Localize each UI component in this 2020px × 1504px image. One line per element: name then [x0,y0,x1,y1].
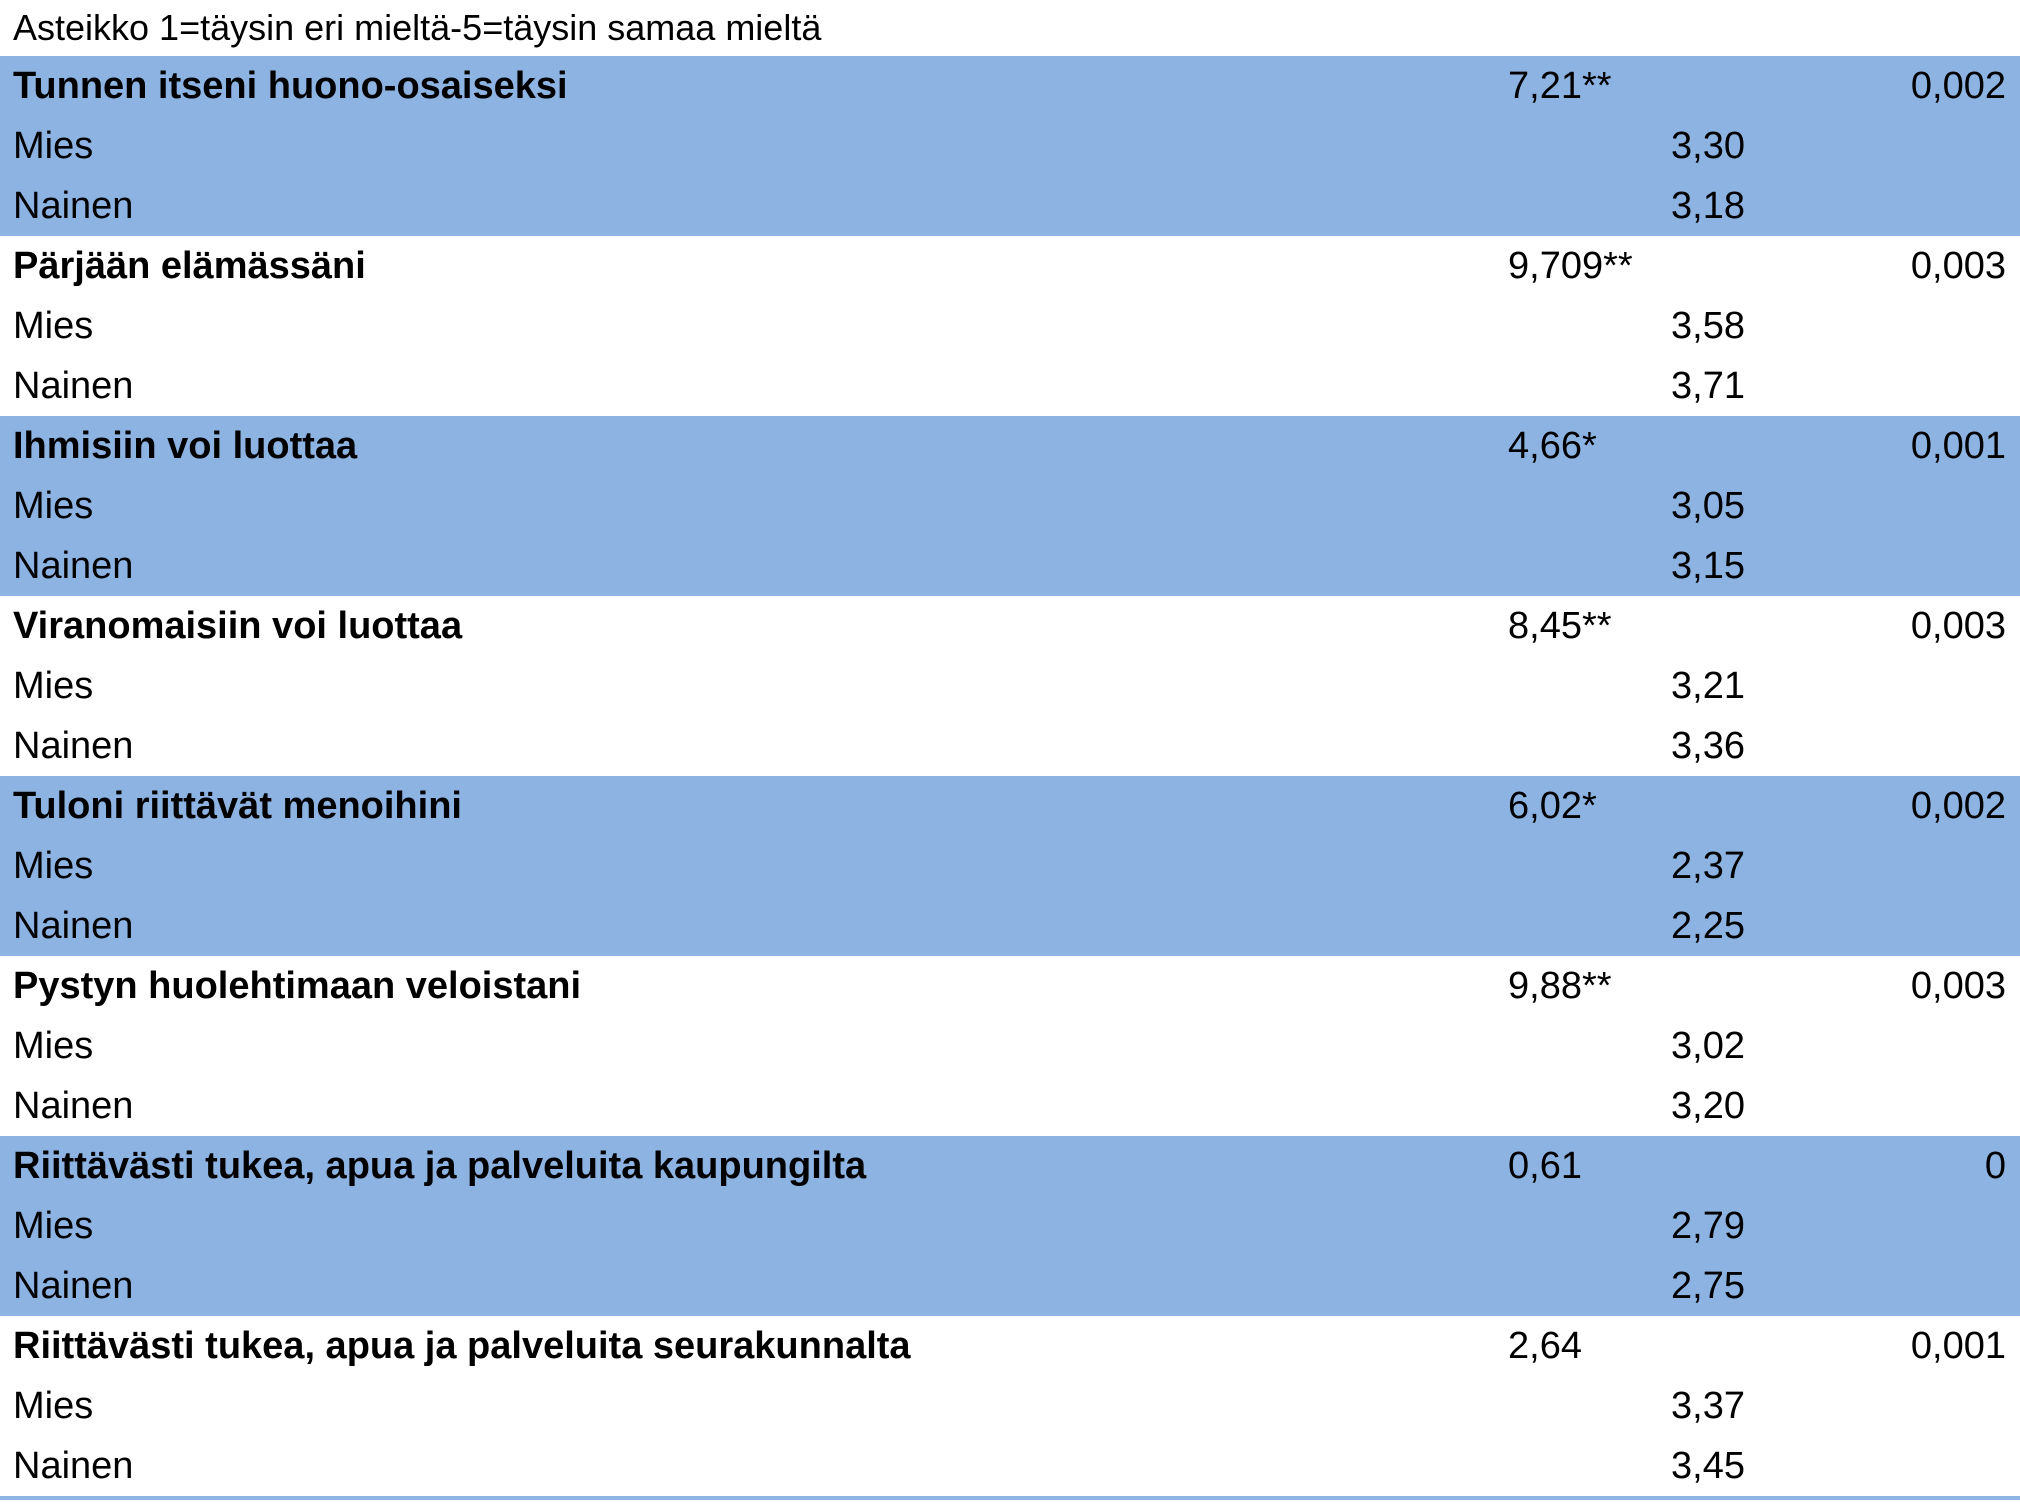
f-value: 7,21** [1508,65,1612,107]
gender-row: Nainen 3,71 [0,356,2020,416]
gender-label: Nainen [13,725,134,767]
gender-row: Nainen 3,36 [0,716,2020,776]
mean-value: 3,36 [1671,725,1745,767]
mean-value: 3,58 [1671,305,1745,347]
gender-label: Mies [13,665,94,707]
item-group: Viranomaisiin voi luottaa 8,45** 0,003 M… [0,596,2020,776]
gender-label: Mies [13,485,94,527]
item-header-row: Tunnen itseni huono-osaiseksi 7,21** 0,0… [0,56,2020,116]
mean-value: 3,21 [1671,665,1745,707]
gender-label: Nainen [13,905,134,947]
item-group: Ihmisiin voi luottaa 4,66* 0,001 Mies 3,… [0,416,2020,596]
item-label: Riittävästi tukea, apua ja palveluita se… [13,1325,911,1367]
gender-label: Mies [13,1025,94,1067]
gender-label: Nainen [13,365,134,407]
item-label: Tuloni riittävät menoihini [13,785,462,827]
gender-label: Nainen [13,545,134,587]
p-value: 0,001 [1910,1325,2006,1367]
gender-label: Nainen [13,1445,134,1487]
item-label: Riittävästi tukea, apua ja palveluita ka… [13,1145,867,1187]
gender-row: Nainen 3,20 [0,1076,2020,1136]
mean-value: 3,20 [1671,1085,1745,1127]
gender-label: Mies [13,1205,94,1247]
mean-value: 3,05 [1671,485,1745,527]
mean-value: 3,30 [1671,125,1745,167]
mean-value: 3,18 [1671,185,1745,227]
mean-value: 3,02 [1671,1025,1745,1067]
item-group: Pystyn huolehtimaan veloistani 9,88** 0,… [0,956,2020,1136]
mean-value: 2,75 [1671,1265,1745,1307]
gender-row: Mies 3,05 [0,476,2020,536]
gender-row: Mies 2,79 [0,1196,2020,1256]
p-value: 0,003 [1910,605,2006,647]
gender-row: Nainen 2,25 [0,896,2020,956]
item-label: Pystyn huolehtimaan veloistani [13,965,582,1007]
p-value: 0 [1984,1145,2006,1187]
item-header-row: Ihmisiin voi luottaa 4,66* 0,001 [0,416,2020,476]
p-value: 0,003 [1910,245,2006,287]
mean-value: 2,25 [1671,905,1745,947]
p-value: 0,003 [1910,965,2006,1007]
gender-row: Mies 3,02 [0,1016,2020,1076]
item-header-row: Pystyn huolehtimaan veloistani 9,88** 0,… [0,956,2020,1016]
gender-row: Nainen 3,45 [0,1436,2020,1496]
gender-label: Mies [13,845,94,887]
f-value: 6,02* [1508,785,1597,827]
item-group: Riittävästi tukea, apua ja palveluita ka… [0,1136,2020,1316]
f-value: 0,61 [1508,1145,1582,1187]
gender-label: Nainen [13,1265,134,1307]
gender-row: Nainen 2,75 [0,1256,2020,1316]
gender-label: Mies [13,125,94,167]
gender-label: Nainen [13,185,134,227]
f-value: 9,709** [1508,245,1633,287]
mean-value: 3,37 [1671,1385,1745,1427]
item-group: Tunnen itseni huono-osaiseksi 7,21** 0,0… [0,56,2020,236]
gender-row: Mies 3,37 [0,1376,2020,1436]
scale-caption: Asteikko 1=täysin eri mieltä-5=täysin sa… [13,7,822,48]
item-group: Riittävästi tukea, apua ja palveluita se… [0,1316,2020,1496]
mean-value: 3,71 [1671,365,1745,407]
item-label: Ihmisiin voi luottaa [13,425,358,467]
item-group: Tuloni riittävät menoihini 6,02* 0,002 M… [0,776,2020,956]
item-label: Viranomaisiin voi luottaa [13,605,463,647]
item-header-row: Tuloni riittävät menoihini 6,02* 0,002 [0,776,2020,836]
gender-row: Mies 3,21 [0,656,2020,716]
item-header-row: Riittävästi tukea, apua ja palveluita ka… [0,1136,2020,1196]
mean-value: 3,15 [1671,545,1745,587]
item-header-row: Pärjään elämässäni 9,709** 0,003 [0,236,2020,296]
f-value: 9,88** [1508,965,1612,1007]
p-value: 0,002 [1910,785,2006,827]
f-value: 8,45** [1508,605,1612,647]
bottom-border [0,1496,2020,1500]
mean-value: 2,37 [1671,845,1745,887]
mean-value: 3,45 [1671,1445,1745,1487]
item-label: Pärjään elämässäni [13,245,366,287]
p-value: 0,001 [1910,425,2006,467]
p-value: 0,002 [1910,65,2006,107]
gender-label: Nainen [13,1085,134,1127]
gender-row: Nainen 3,18 [0,176,2020,236]
item-label: Tunnen itseni huono-osaiseksi [13,65,568,107]
gender-row: Mies 3,58 [0,296,2020,356]
f-value: 4,66* [1508,425,1597,467]
item-group: Pärjään elämässäni 9,709** 0,003 Mies 3,… [0,236,2020,416]
gender-row: Nainen 3,15 [0,536,2020,596]
mean-value: 2,79 [1671,1205,1745,1247]
item-header-row: Viranomaisiin voi luottaa 8,45** 0,003 [0,596,2020,656]
f-value: 2,64 [1508,1325,1582,1367]
gender-label: Mies [13,305,94,347]
gender-row: Mies 2,37 [0,836,2020,896]
gender-label: Mies [13,1385,94,1427]
item-header-row: Riittävästi tukea, apua ja palveluita se… [0,1316,2020,1376]
gender-row: Mies 3,30 [0,116,2020,176]
